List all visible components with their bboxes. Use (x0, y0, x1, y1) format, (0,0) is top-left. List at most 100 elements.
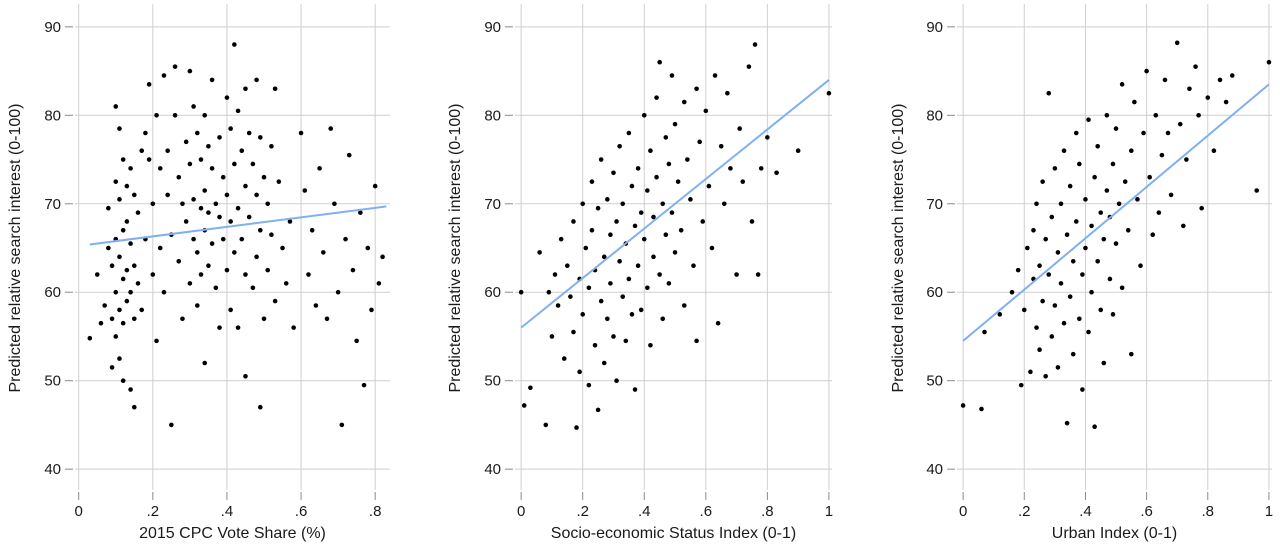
data-point (688, 197, 693, 202)
x-axis-title: 2015 CPC Vote Share (%) (139, 525, 326, 542)
data-point (589, 228, 595, 233)
data-point (651, 214, 656, 220)
data-point (1043, 236, 1048, 242)
data-point (721, 201, 727, 207)
data-point (354, 338, 359, 344)
data-point (598, 157, 604, 162)
data-point (1199, 205, 1204, 211)
data-point (250, 161, 256, 167)
data-point (257, 404, 263, 410)
data-point (685, 157, 690, 162)
data-point (1119, 82, 1125, 87)
data-point (611, 334, 616, 339)
data-point (623, 338, 629, 344)
data-point (611, 170, 616, 176)
data-point (749, 219, 755, 224)
data-point (128, 387, 133, 392)
data-point (568, 294, 573, 299)
panel-vote-share: 40 50 60 70 80 90 0 .2 .4 .6 .8 2015 CPC Vote Share… (7, 4, 390, 542)
data-point (1129, 351, 1134, 357)
data-point (960, 403, 966, 408)
data-point (120, 320, 126, 326)
data-point (269, 143, 274, 149)
data-point (709, 245, 715, 251)
data-point (546, 289, 552, 295)
data-point (202, 188, 208, 193)
data-point (128, 166, 133, 171)
data-point (109, 263, 115, 268)
data-point (191, 197, 196, 202)
data-point (1058, 281, 1064, 286)
data-point (678, 228, 684, 233)
data-point (243, 183, 248, 189)
data-point (694, 338, 699, 344)
data-point (1077, 316, 1082, 322)
data-point (1104, 113, 1110, 118)
data-point (187, 281, 193, 286)
data-point (728, 166, 733, 171)
data-point (1098, 210, 1104, 215)
data-point (586, 382, 592, 388)
data-point (1129, 148, 1134, 153)
data-point (265, 267, 271, 273)
data-point (1162, 77, 1168, 83)
data-point (645, 285, 650, 291)
y-tick-label: 70 (926, 196, 943, 213)
data-point (287, 219, 293, 224)
data-point (561, 356, 567, 361)
data-point (1089, 223, 1094, 229)
data-point (1205, 95, 1211, 100)
data-point (131, 404, 137, 410)
data-point (131, 316, 137, 322)
data-point (1058, 201, 1064, 207)
data-point (1147, 174, 1152, 180)
data-point (235, 108, 241, 114)
data-point (102, 303, 107, 308)
data-point (620, 201, 626, 207)
data-point (1168, 192, 1174, 198)
data-point (165, 192, 170, 198)
data-point (605, 316, 610, 322)
data-point (265, 201, 271, 207)
data-point (614, 219, 619, 224)
data-point (654, 95, 659, 100)
data-point (220, 236, 226, 242)
data-point (580, 312, 586, 317)
data-point (283, 281, 289, 286)
data-point (712, 73, 718, 78)
y-tick-label: 90 (44, 19, 61, 36)
data-point (571, 219, 576, 224)
data-point (206, 263, 211, 268)
data-point (298, 130, 304, 136)
data-point (239, 148, 245, 153)
data-point (1015, 267, 1021, 273)
data-point (220, 174, 226, 180)
y-tick-label: 80 (484, 107, 501, 124)
x-axis-title: Socio-economic Status Index (0-1) (551, 525, 796, 542)
data-point (1135, 197, 1140, 202)
data-point (172, 64, 178, 69)
data-point (1187, 86, 1192, 92)
data-point (555, 303, 561, 308)
data-point (109, 316, 115, 322)
data-point (1052, 303, 1058, 308)
data-point (206, 210, 211, 215)
data-point (150, 201, 156, 207)
data-point (558, 236, 564, 242)
data-point (243, 272, 248, 277)
data-point (1132, 99, 1137, 105)
x-tick-label: .2 (576, 503, 589, 520)
data-point (261, 316, 267, 322)
data-point (261, 174, 267, 180)
y-tick-label: 70 (484, 196, 501, 213)
data-point (191, 104, 196, 109)
data-point (232, 250, 237, 255)
fit-line (962, 83, 1270, 342)
data-point (257, 228, 263, 233)
data-point (681, 303, 687, 308)
y-tick-label: 40 (44, 461, 61, 478)
data-point (191, 236, 196, 242)
data-point (694, 86, 699, 92)
data-point (1046, 272, 1052, 277)
data-point (361, 382, 367, 388)
